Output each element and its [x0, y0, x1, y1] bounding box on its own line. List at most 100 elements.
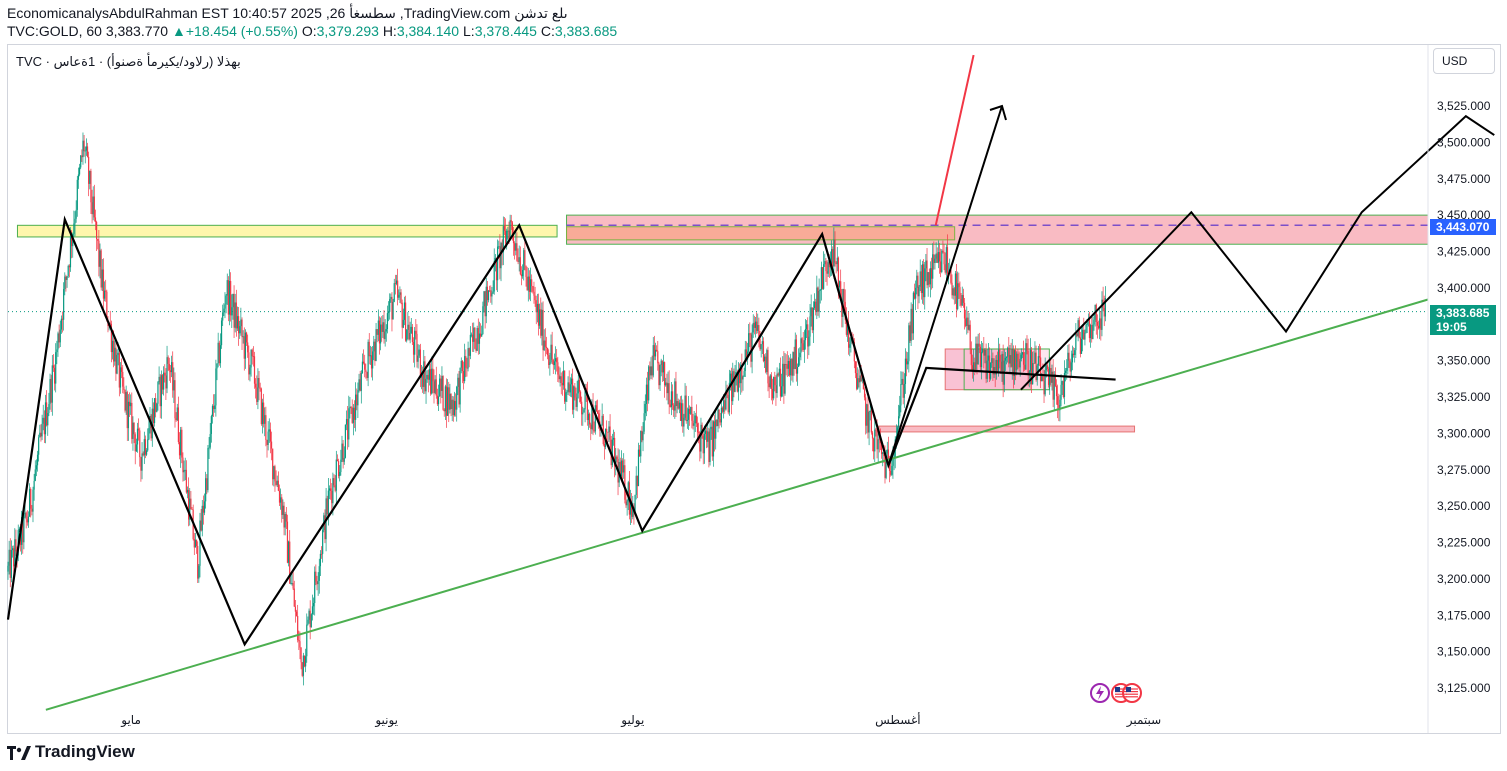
candle-body	[996, 359, 999, 372]
candle-body	[294, 606, 297, 612]
time-axis: مايو يونيو يوليو أغسطس سبتمبر	[120, 712, 1161, 728]
candle-body	[890, 470, 892, 475]
candle-body	[33, 480, 35, 490]
candle-body	[227, 280, 229, 315]
candle-body	[562, 370, 565, 386]
candle-body	[186, 489, 189, 493]
candle-body	[128, 401, 131, 407]
candle-body	[959, 287, 961, 299]
candle-body	[707, 431, 709, 442]
candle-body	[821, 267, 824, 289]
price-tick-label: 3,450.000	[1437, 208, 1491, 222]
candle-body	[1016, 353, 1018, 371]
candle-body	[71, 236, 73, 247]
candle-body	[542, 309, 544, 351]
candle-body	[543, 340, 545, 351]
candle-body	[1030, 350, 1033, 385]
candle-body	[181, 429, 183, 458]
candle-body	[356, 394, 358, 406]
candle-body	[47, 413, 49, 426]
candle-body	[962, 295, 964, 303]
candle-body	[42, 417, 44, 424]
candle-body	[453, 400, 456, 416]
candle-body	[869, 410, 871, 413]
candle-body	[469, 334, 471, 356]
candle-body	[161, 375, 164, 390]
candle-body	[365, 369, 367, 373]
candle-body	[1008, 347, 1010, 364]
candle-body	[681, 403, 683, 421]
candle-body	[462, 371, 465, 382]
candle-body	[988, 355, 991, 379]
candle-body	[918, 286, 920, 297]
candle-body	[122, 371, 124, 387]
candle-body	[963, 302, 966, 319]
candle-body	[1096, 321, 1099, 326]
candle-body	[651, 366, 653, 376]
candle-body	[1090, 325, 1092, 339]
candle-body	[394, 283, 396, 284]
tradingview-brand[interactable]: TradingView	[7, 742, 135, 762]
candle-body	[586, 391, 588, 421]
candle-body	[614, 437, 616, 467]
candle-body	[144, 439, 147, 455]
candle-body	[674, 381, 676, 411]
candle-body	[459, 367, 461, 405]
candle-body	[50, 378, 52, 403]
candle-body	[768, 383, 770, 388]
candle-body	[522, 269, 524, 277]
candle-body	[750, 334, 752, 362]
candle-body	[257, 378, 259, 402]
candle-body	[678, 402, 680, 409]
candle-body	[581, 401, 583, 415]
candle-body	[718, 409, 720, 420]
candle-body	[252, 356, 254, 357]
candle-body	[267, 431, 269, 445]
chart-frame[interactable]	[7, 44, 1501, 734]
candle-body	[203, 501, 206, 513]
currency-button[interactable]: USD	[1433, 48, 1495, 74]
candle-body	[659, 364, 661, 386]
candle-body	[837, 257, 840, 288]
candle-body	[1069, 360, 1071, 372]
candle-body	[743, 371, 745, 377]
candle-body	[1076, 333, 1078, 336]
candle-body	[571, 378, 574, 410]
candle-body	[593, 430, 595, 432]
candle-body	[1005, 356, 1008, 358]
candle-body	[974, 362, 976, 370]
candle-body	[826, 271, 828, 274]
candle-body	[875, 429, 877, 431]
candle-body	[615, 456, 617, 467]
candle-body	[724, 400, 726, 410]
candle-body	[333, 478, 335, 486]
candle-body	[547, 347, 549, 356]
candle-body	[136, 428, 139, 445]
candle-body	[710, 426, 712, 430]
candle-body	[1029, 350, 1031, 372]
candle-body	[53, 367, 56, 384]
candle-body	[824, 261, 826, 265]
candle-body	[489, 290, 491, 292]
candle-body	[603, 444, 605, 447]
plot-area[interactable]	[6, 54, 1495, 711]
candle-body	[828, 262, 830, 268]
candle-body	[412, 341, 415, 355]
candle-body	[431, 368, 433, 394]
candle-body	[642, 431, 644, 441]
candle-body	[871, 432, 874, 439]
candle-body	[272, 448, 274, 480]
candle-body	[942, 250, 944, 252]
candle-body	[778, 368, 780, 376]
candle-body	[428, 369, 431, 380]
candle-body	[973, 362, 975, 371]
candle-body	[717, 409, 719, 427]
candle-body	[1011, 349, 1013, 367]
candle-body	[874, 429, 876, 452]
candle-body	[515, 243, 517, 251]
candle-body	[454, 400, 457, 410]
current-price-value: 3,383.685	[1436, 306, 1490, 320]
candle-body	[155, 398, 157, 412]
candle-body	[343, 457, 345, 462]
